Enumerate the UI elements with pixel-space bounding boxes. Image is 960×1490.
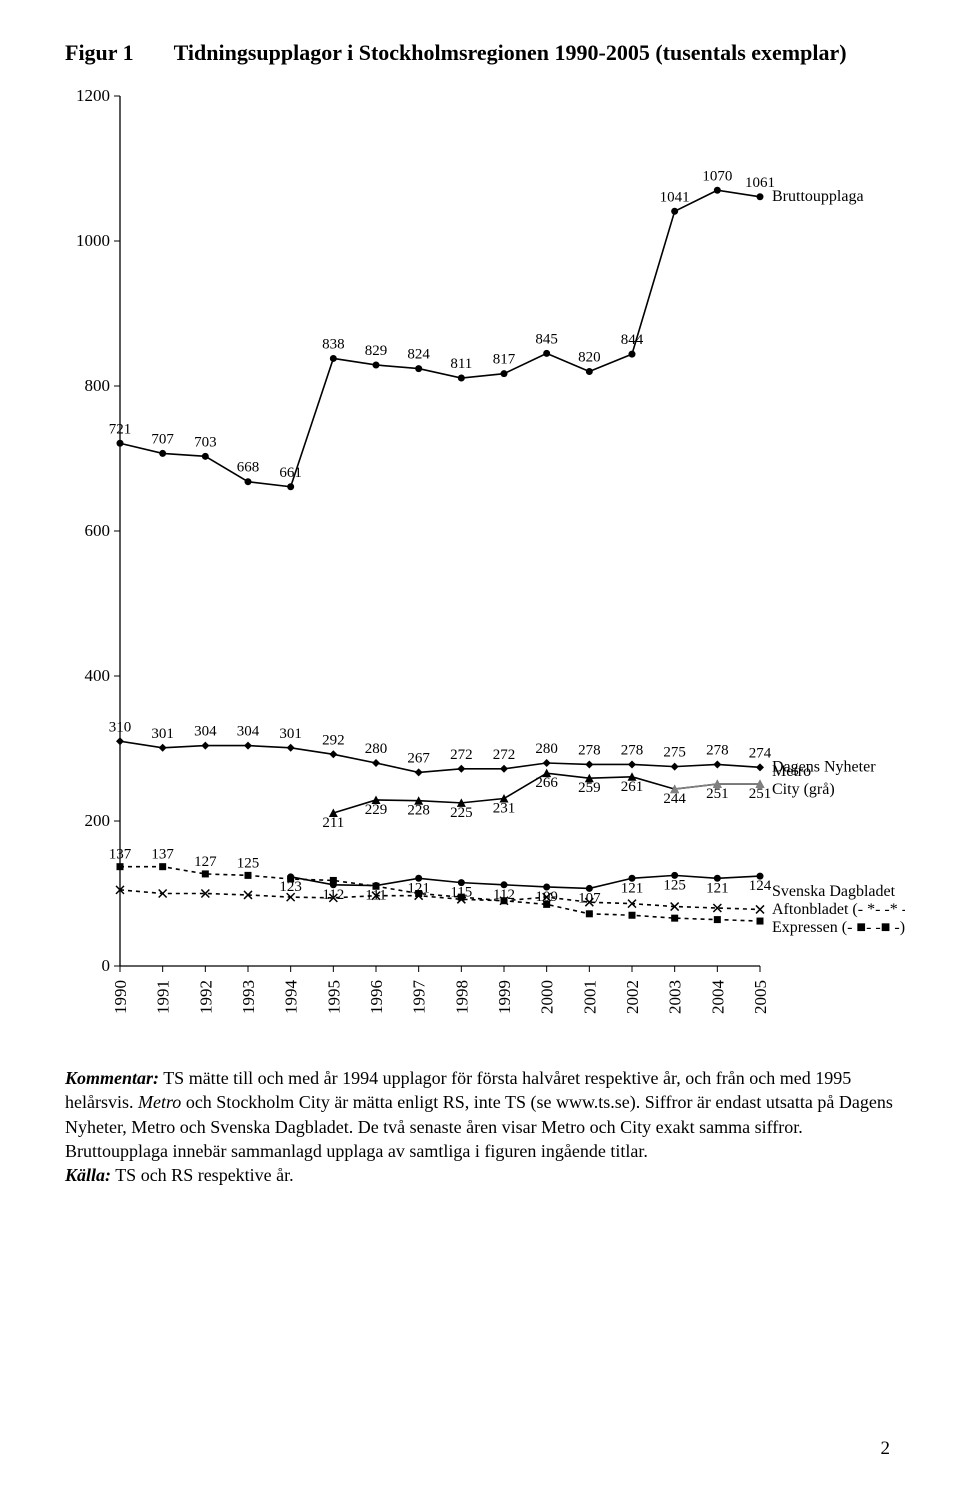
svg-text:800: 800 [85, 376, 111, 395]
svg-text:304: 304 [194, 724, 217, 740]
svg-text:251: 251 [749, 786, 772, 802]
svg-text:1000: 1000 [76, 231, 110, 250]
svg-text:1995: 1995 [324, 980, 343, 1014]
page-number: 2 [881, 1438, 891, 1460]
svg-text:668: 668 [237, 460, 260, 476]
svg-text:137: 137 [151, 847, 174, 863]
kalla-body: TS och RS respektive år. [111, 1165, 294, 1185]
kalla-label: Källa: [65, 1165, 111, 1185]
svg-text:829: 829 [365, 343, 388, 359]
svg-text:266: 266 [535, 775, 558, 791]
svg-text:0: 0 [102, 956, 111, 975]
kommentar-label: Kommentar: [65, 1068, 159, 1088]
svg-text:200: 200 [85, 811, 111, 830]
svg-text:1996: 1996 [367, 980, 386, 1014]
svg-text:811: 811 [450, 356, 472, 372]
svg-text:1992: 1992 [196, 980, 215, 1014]
svg-text:251: 251 [706, 786, 729, 802]
svg-text:107: 107 [578, 890, 601, 906]
svg-text:661: 661 [279, 465, 302, 481]
svg-text:Metro: Metro [772, 763, 811, 780]
svg-text:2000: 2000 [538, 980, 557, 1014]
svg-text:125: 125 [237, 855, 260, 871]
svg-text:121: 121 [706, 880, 729, 896]
figure-number: Figur 1 [65, 40, 134, 65]
svg-text:121: 121 [621, 880, 644, 896]
svg-text:275: 275 [663, 745, 686, 761]
svg-text:1994: 1994 [282, 980, 301, 1015]
svg-text:Aftonbladet (- *- -* -): Aftonbladet (- *- -* -) [772, 901, 905, 918]
chart-container: 0 200 400 600 800 1000 1200 1990 1991 1992 1993 199… [65, 86, 905, 1026]
svg-text:400: 400 [85, 666, 111, 685]
svg-text:124: 124 [749, 878, 772, 894]
svg-text:2003: 2003 [666, 980, 685, 1014]
kommentar-italic: Metro [138, 1092, 181, 1112]
svg-text:2005: 2005 [751, 980, 770, 1014]
svg-text:2002: 2002 [623, 980, 642, 1014]
svg-text:1999: 1999 [495, 980, 514, 1014]
svg-text:280: 280 [535, 741, 558, 757]
svg-text:707: 707 [151, 431, 174, 447]
svg-text:1991: 1991 [154, 980, 173, 1014]
svg-text:844: 844 [621, 332, 644, 348]
svg-text:1061: 1061 [745, 175, 775, 191]
svg-text:272: 272 [450, 747, 473, 763]
svg-text:845: 845 [535, 331, 558, 347]
svg-text:Svenska Dagbladet: Svenska Dagbladet [772, 883, 896, 900]
svg-text:292: 292 [322, 732, 345, 748]
svg-text:1997: 1997 [410, 980, 429, 1015]
svg-text:259: 259 [578, 780, 601, 796]
svg-text:137: 137 [109, 847, 132, 863]
svg-text:1041: 1041 [660, 189, 690, 205]
svg-text:721: 721 [109, 421, 132, 437]
svg-text:267: 267 [407, 750, 430, 766]
svg-text:1070: 1070 [702, 168, 732, 184]
svg-text:278: 278 [621, 742, 644, 758]
svg-text:Bruttoupplaga: Bruttoupplaga [772, 188, 864, 205]
chart-svg: 0 200 400 600 800 1000 1200 1990 1991 1992 1993 199… [65, 86, 905, 1026]
svg-text:703: 703 [194, 434, 217, 450]
svg-text:225: 225 [450, 805, 473, 821]
figure-title-text: Tidningsupplagor i Stockholmsregionen 19… [174, 40, 847, 65]
svg-text:820: 820 [578, 350, 601, 366]
svg-text:1990: 1990 [111, 980, 130, 1014]
svg-text:244: 244 [663, 791, 686, 807]
svg-text:228: 228 [407, 803, 430, 819]
svg-text:1993: 1993 [239, 980, 258, 1014]
svg-text:817: 817 [493, 352, 516, 368]
svg-text:127: 127 [194, 854, 217, 870]
svg-text:Expressen (- ■- -■ -): Expressen (- ■- -■ -) [772, 919, 905, 936]
svg-text:304: 304 [237, 724, 260, 740]
svg-text:600: 600 [85, 521, 111, 540]
svg-text:2004: 2004 [708, 980, 727, 1015]
svg-text:211: 211 [322, 815, 344, 831]
svg-text:274: 274 [749, 745, 772, 761]
svg-text:824: 824 [407, 347, 430, 363]
svg-text:112: 112 [322, 887, 344, 903]
svg-text:272: 272 [493, 747, 516, 763]
svg-text:278: 278 [706, 742, 729, 758]
svg-text:1200: 1200 [76, 86, 110, 105]
svg-text:838: 838 [322, 336, 345, 352]
comment-block: Kommentar: TS mätte till och med år 1994… [65, 1066, 905, 1187]
svg-text:261: 261 [621, 779, 644, 795]
svg-text:2001: 2001 [580, 980, 599, 1014]
svg-text:City (grå): City (grå) [772, 781, 835, 798]
svg-text:280: 280 [365, 741, 388, 757]
svg-text:278: 278 [578, 742, 601, 758]
svg-text:125: 125 [663, 877, 686, 893]
svg-text:229: 229 [365, 802, 388, 818]
kommentar-body-2: och Stockholm City är mätta enligt RS, i… [65, 1092, 893, 1161]
svg-text:301: 301 [151, 726, 174, 742]
svg-text:231: 231 [493, 801, 516, 817]
figure-title: Figur 1 Tidningsupplagor i Stockholmsregi… [65, 40, 905, 66]
svg-text:310: 310 [109, 719, 132, 735]
svg-text:1998: 1998 [452, 980, 471, 1014]
svg-text:301: 301 [279, 726, 302, 742]
